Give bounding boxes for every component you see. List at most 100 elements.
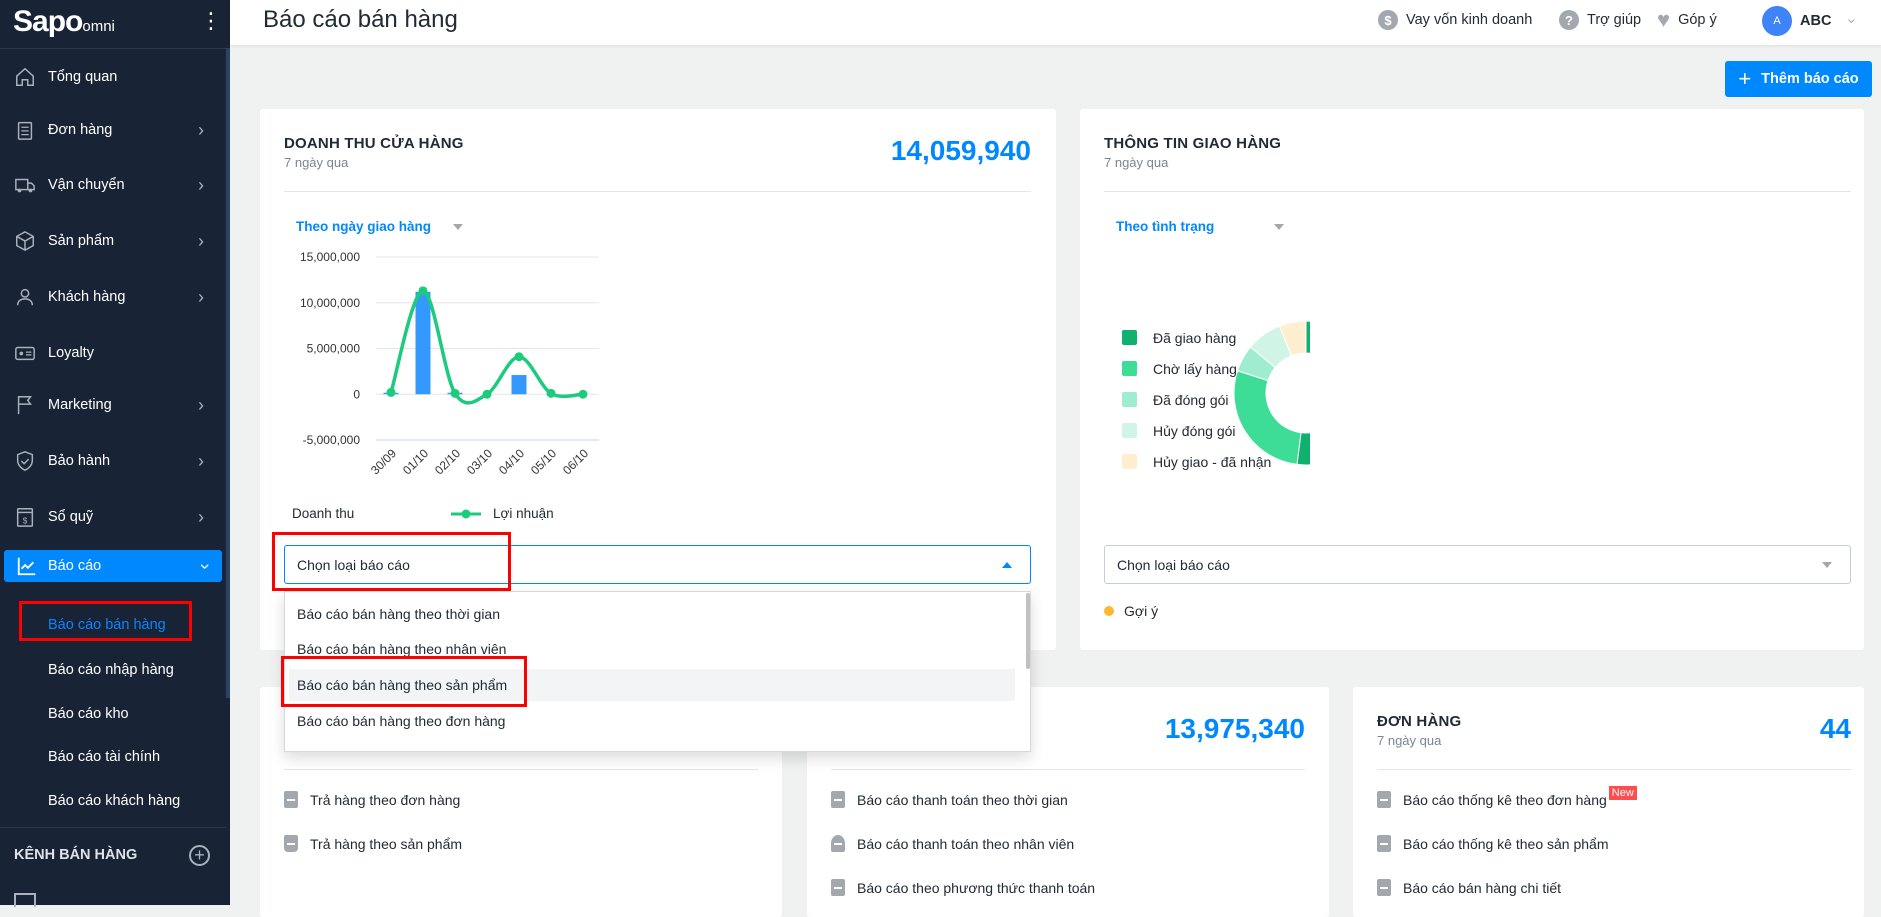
loan-link[interactable]: $ Vay vốn kinh doanh bbox=[1378, 10, 1532, 30]
heart-icon: ♥ bbox=[1657, 7, 1671, 32]
sidebar-item-bao-hanh[interactable]: Bảo hành › bbox=[0, 441, 226, 481]
document-icon bbox=[1377, 835, 1391, 852]
hint-dot-icon bbox=[1104, 606, 1114, 616]
profit-point bbox=[386, 387, 396, 397]
orders-stats-by-product-link[interactable]: Báo cáo thống kê theo sản phẩm bbox=[1377, 835, 1608, 852]
orders-subtitle: 7 ngày qua bbox=[1377, 733, 1442, 748]
delivery-subtitle: 7 ngày qua bbox=[1104, 155, 1169, 170]
legend-swatch bbox=[1122, 392, 1137, 407]
orders-detail-link[interactable]: Báo cáo bán hàng chi tiết bbox=[1377, 879, 1561, 896]
option-theo-don-hang[interactable]: Báo cáo bán hàng theo đơn hàng bbox=[297, 713, 506, 729]
document-icon bbox=[1377, 791, 1391, 808]
delivery-donut-chart bbox=[1233, 320, 1310, 466]
legend-item[interactable]: Đã đóng gói bbox=[1122, 384, 1271, 415]
payment-by-method-link[interactable]: Báo cáo theo phương thức thanh toán bbox=[831, 879, 1095, 896]
y-tick-label: 5,000,000 bbox=[307, 342, 361, 356]
returns-by-order-link[interactable]: Trả hàng theo đơn hàng bbox=[284, 791, 460, 808]
bar bbox=[511, 375, 527, 395]
revenue-chart: 15,000,000 10,000,000 5,000,000 0 -5,000,000… bbox=[300, 250, 599, 477]
sidebar-item-khach-hang[interactable]: Khách hàng › bbox=[0, 277, 226, 317]
dropdown-scrollbar[interactable] bbox=[1026, 593, 1030, 669]
add-report-button[interactable]: + Thêm báo cáo bbox=[1725, 61, 1872, 97]
delivery-title: THÔNG TIN GIAO HÀNG bbox=[1104, 135, 1282, 152]
payment-by-time-link[interactable]: Báo cáo thanh toán theo thời gian bbox=[831, 791, 1068, 808]
legend-swatch bbox=[1122, 330, 1137, 345]
sidebar-item-label: Marketing bbox=[48, 397, 112, 413]
add-channel-icon[interactable]: + bbox=[189, 845, 210, 866]
delivery-filter-dropdown[interactable]: Theo tình trạng bbox=[1116, 219, 1284, 234]
divider bbox=[0, 48, 226, 49]
plus-icon: + bbox=[1738, 66, 1752, 91]
sidebar-item-so-quy[interactable]: $ Sổ quỹ › bbox=[0, 497, 226, 537]
link-label: Báo cáo theo phương thức thanh toán bbox=[857, 879, 1096, 896]
report-type-select[interactable]: Chọn loại báo cáo bbox=[284, 545, 1031, 584]
sidebar-item-don-hang[interactable]: Đơn hàng › bbox=[0, 110, 226, 150]
legend-label: Hủy đóng gói bbox=[1153, 422, 1236, 439]
more-vertical-icon[interactable]: ⋮ bbox=[200, 8, 222, 33]
revenue-filter-dropdown[interactable]: Theo ngày giao hàng bbox=[296, 219, 464, 234]
x-tick-label: 03/10 bbox=[464, 446, 495, 477]
option-theo-thoi-gian[interactable]: Báo cáo bán hàng theo thời gian bbox=[297, 606, 501, 622]
revenue-title: DOANH THU CỬA HÀNG bbox=[284, 135, 464, 152]
sidebar-scrollbar[interactable] bbox=[226, 48, 230, 698]
sidebar-item-marketing[interactable]: Marketing › bbox=[0, 385, 226, 425]
legend-swatch bbox=[1122, 423, 1137, 438]
donut-slice bbox=[1296, 320, 1310, 466]
subitem-bao-cao-ban-hang[interactable]: Báo cáo bán hàng bbox=[48, 617, 166, 633]
delivery-filter-label: Theo tình trạng bbox=[1116, 219, 1215, 234]
sidebar-item-bao-cao[interactable]: Báo cáo › bbox=[4, 550, 222, 582]
subitem-bao-cao-khach-hang[interactable]: Báo cáo khách hàng bbox=[48, 793, 181, 809]
box-icon bbox=[16, 230, 34, 252]
cashbook-icon: $ bbox=[16, 508, 34, 527]
user-name: ABC bbox=[1800, 13, 1832, 29]
channels-title: KÊNH BÁN HÀNG bbox=[14, 847, 138, 863]
option-theo-nhan-vien[interactable]: Báo cáo bán hàng theo nhân viên bbox=[297, 641, 507, 657]
chevron-right-icon: › bbox=[198, 394, 204, 415]
legend-item[interactable]: Đã giao hàng bbox=[1122, 322, 1271, 353]
report-type-dropdown-list: Báo cáo bán hàng theo thời gian Báo cáo … bbox=[284, 591, 1031, 752]
chevron-right-icon: › bbox=[198, 450, 204, 471]
sidebar-item-label: Đơn hàng bbox=[48, 122, 113, 138]
help-link[interactable]: ? Trợ giúp bbox=[1559, 10, 1641, 30]
chevron-down-icon: › bbox=[1843, 18, 1860, 24]
subitem-bao-cao-kho[interactable]: Báo cáo kho bbox=[48, 706, 129, 722]
document-icon bbox=[831, 879, 845, 896]
legend-label: Hủy giao - đã nhận bbox=[1153, 453, 1272, 470]
sidebar-item-loyalty[interactable]: Loyalty bbox=[0, 333, 226, 373]
document-icon bbox=[1377, 879, 1391, 896]
x-tick-label: 04/10 bbox=[496, 446, 527, 477]
legend-item[interactable]: Hủy đóng gói bbox=[1122, 415, 1271, 446]
card-icon bbox=[15, 346, 35, 361]
returns-by-product-link[interactable]: Trả hàng theo sản phẩm bbox=[284, 835, 462, 852]
sidebar-item-tong-quan[interactable]: Tổng quan bbox=[0, 57, 226, 97]
sapo-logo[interactable]: Sapoomni bbox=[13, 5, 115, 38]
legend-item[interactable]: Chờ lấy hàng bbox=[1122, 353, 1271, 384]
revenue-subtitle: 7 ngày qua bbox=[284, 155, 349, 170]
sidebar-item-label: Tổng quan bbox=[48, 69, 118, 85]
legend-doanh-thu[interactable]: Doanh thu bbox=[292, 506, 354, 521]
flag-icon bbox=[17, 396, 32, 415]
hint-link[interactable]: Gợi ý bbox=[1104, 603, 1158, 619]
revenue-filter-label: Theo ngày giao hàng bbox=[296, 219, 432, 234]
sidebar-item-label: Sổ quỹ bbox=[48, 509, 94, 525]
orders-stats-by-order-link[interactable]: Báo cáo thống kê theo đơn hàng New bbox=[1377, 785, 1637, 808]
legend-loi-nhuan[interactable]: Lợi nhuận bbox=[451, 506, 554, 521]
user-menu[interactable]: A ABC › bbox=[1762, 6, 1860, 36]
subitem-bao-cao-nhap-hang[interactable]: Báo cáo nhập hàng bbox=[48, 662, 174, 678]
subitem-bao-cao-tai-chinh[interactable]: Báo cáo tài chính bbox=[48, 749, 161, 765]
bar bbox=[415, 291, 431, 395]
feedback-link[interactable]: ♥ Góp ý bbox=[1657, 7, 1717, 32]
payment-by-staff-link[interactable]: Báo cáo thanh toán theo nhân viên bbox=[831, 835, 1074, 852]
profit-point bbox=[418, 286, 428, 296]
sidebar-item-san-pham[interactable]: Sản phẩm › bbox=[0, 221, 226, 261]
sidebar-item-label: Loyalty bbox=[48, 345, 94, 361]
delivery-report-type-select[interactable]: Chọn loại báo cáo bbox=[1104, 545, 1851, 584]
sidebar-item-van-chuyen[interactable]: Vận chuyển › bbox=[0, 165, 226, 205]
clipboard-icon bbox=[17, 121, 33, 140]
link-label: Báo cáo thanh toán theo thời gian bbox=[857, 791, 1068, 808]
chevron-right-icon: › bbox=[198, 286, 204, 307]
legend-item[interactable]: Hủy giao - đã nhận bbox=[1122, 446, 1271, 477]
link-label: Báo cáo bán hàng chi tiết bbox=[1403, 879, 1562, 896]
orders-title: ĐƠN HÀNG bbox=[1377, 713, 1462, 730]
option-theo-san-pham[interactable]: Báo cáo bán hàng theo sản phẩm bbox=[289, 669, 1015, 701]
